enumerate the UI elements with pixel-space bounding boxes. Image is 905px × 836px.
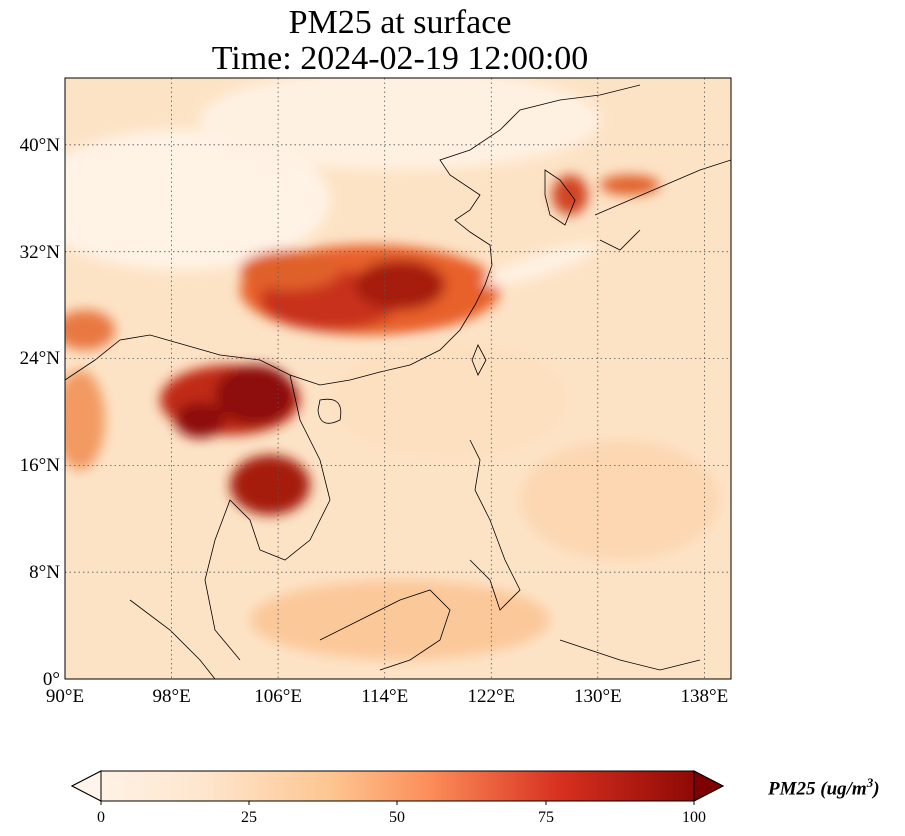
- lat-tick-8: 8°N: [29, 562, 60, 583]
- colorbar-body: [70, 770, 725, 802]
- lon-tick-138: 138°E: [681, 686, 729, 707]
- lon-tick-98: 98°E: [152, 686, 190, 707]
- colorbar-label-text: PM25 (ug/m: [768, 778, 867, 800]
- lon-tick-90: 90°E: [46, 686, 84, 707]
- lat-tick-40: 40°N: [20, 135, 61, 156]
- lat-tick-0: 0°: [43, 669, 60, 690]
- colorbar-label-close: ): [873, 778, 880, 800]
- lat-axis: 0° 8°N 16°N 24°N 32°N 40°N: [20, 135, 61, 690]
- colorbar-min-extend: [70, 770, 102, 802]
- colorbar-label-sup: 3: [866, 775, 874, 790]
- colorbar-tick-75: 75: [538, 809, 554, 826]
- colorbar-label: PM25 (ug/m3): [768, 775, 880, 800]
- lat-tick-24: 24°N: [20, 348, 61, 369]
- colorbar-max-extend: [693, 770, 725, 802]
- colorbar-tick-100: 100: [682, 809, 706, 826]
- lat-tick-16: 16°N: [20, 455, 61, 476]
- map-title-line2: Time: 2024-02-19 12:00:00: [211, 40, 589, 77]
- colorbar-tick-25: 25: [241, 809, 257, 826]
- lon-tick-106: 106°E: [254, 686, 302, 707]
- lon-tick-122: 122°E: [467, 686, 515, 707]
- pm25-field: [65, 78, 731, 679]
- lon-tick-114: 114°E: [361, 686, 408, 707]
- colorbar-tick-0: 0: [97, 809, 105, 826]
- map-title-line1: PM25 at surface: [288, 4, 512, 41]
- gridlines: [65, 78, 731, 679]
- lon-axis: 90°E 98°E 106°E 114°E 122°E 130°E 138°E: [46, 686, 728, 707]
- colorbar-tick-50: 50: [389, 809, 405, 826]
- coastlines: [65, 84, 731, 679]
- lon-tick-130: 130°E: [574, 686, 622, 707]
- colorbar: 0 25 50 75 100: [70, 770, 725, 826]
- map-frame: [64, 77, 732, 680]
- lat-tick-32: 32°N: [20, 242, 61, 263]
